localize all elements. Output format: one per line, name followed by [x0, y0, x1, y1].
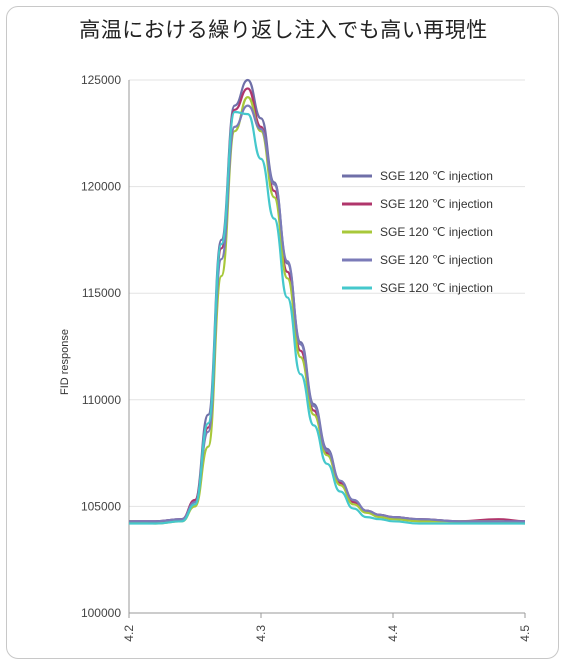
legend-label-4: SGE 120 ℃ injection [380, 253, 493, 267]
legend-label-2: SGE 120 ℃ injection [380, 197, 493, 211]
axes [128, 80, 526, 618]
chart-frame [6, 6, 559, 659]
y-axis-label: FID response [59, 329, 71, 395]
legend-label-5: SGE 120 ℃ injection [380, 281, 493, 295]
series-line-2 [129, 87, 526, 523]
y-tick-label: 115000 [82, 286, 121, 300]
y-tick-labels: 100000 105000 110000 115000 120000 125000 [81, 73, 121, 620]
legend-label-1: SGE 120 ℃ injection [380, 169, 493, 183]
x-tick-labels: 4.2 4.3 4.4 4.5 [122, 625, 532, 642]
x-tick-label: 4.3 [254, 625, 268, 642]
chart-title: 高温における繰り返し注入でも高い再現性 [79, 18, 488, 42]
series-line-4 [129, 104, 525, 523]
gridlines [129, 79, 525, 507]
series-line-3 [128, 96, 526, 525]
series-lines [128, 78, 526, 525]
x-tick-label: 4.2 [122, 625, 136, 642]
y-tick-label: 120000 [81, 180, 121, 194]
legend: SGE 120 ℃ injection SGE 120 ℃ injection SG… [342, 169, 493, 295]
series-line-5 [129, 110, 525, 525]
y-tick-label: 110000 [82, 393, 121, 407]
y-tick-label: 100000 [81, 606, 121, 620]
x-tick-label: 4.5 [518, 625, 532, 642]
x-tick-label: 4.4 [386, 625, 400, 642]
y-tick-label: 105000 [81, 499, 121, 513]
legend-label-3: SGE 120 ℃ injection [380, 225, 493, 239]
y-tick-label: 125000 [81, 73, 121, 87]
